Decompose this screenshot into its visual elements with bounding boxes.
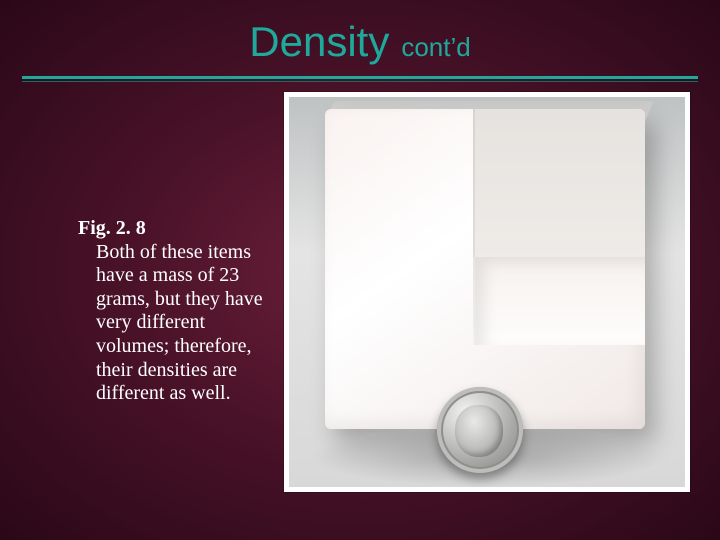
slide-title: Density cont’d xyxy=(0,0,720,66)
title-main: Density xyxy=(249,18,389,65)
figure-frame xyxy=(284,92,690,492)
coin-icon xyxy=(437,387,523,473)
content-area: Fig. 2. 8 Both of these items have a mas… xyxy=(0,82,720,522)
figure-image xyxy=(289,97,685,487)
figure-label: Fig. 2. 8 xyxy=(78,217,146,239)
figure-body: Both of these items have a mass of 23 gr… xyxy=(78,241,278,406)
styrofoam-block xyxy=(325,109,645,429)
title-sub: cont’d xyxy=(401,32,470,62)
figure-caption: Fig. 2. 8 Both of these items have a mas… xyxy=(78,217,278,406)
